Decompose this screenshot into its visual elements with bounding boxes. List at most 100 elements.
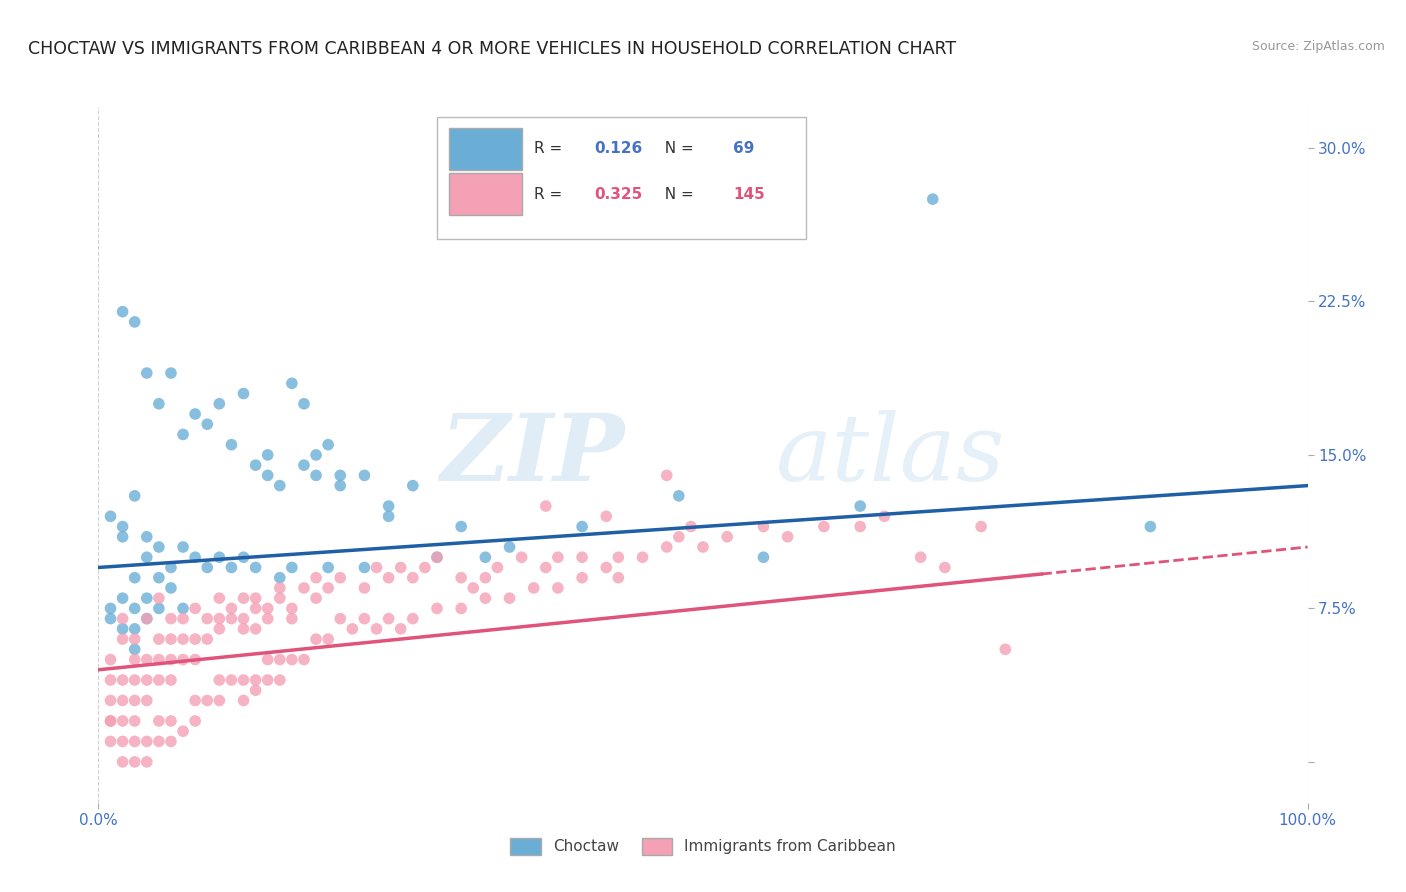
Point <box>124 489 146 503</box>
Point <box>510 550 533 565</box>
Text: 0.126: 0.126 <box>595 141 643 156</box>
Point <box>269 478 291 492</box>
Point <box>668 489 690 503</box>
Point <box>776 530 799 544</box>
Point <box>172 540 194 554</box>
Text: R =: R = <box>534 186 567 202</box>
Point <box>208 673 231 687</box>
Point <box>111 632 134 646</box>
Point <box>184 407 207 421</box>
Point <box>752 519 775 533</box>
Point <box>208 622 231 636</box>
Point <box>135 530 157 544</box>
Point <box>305 448 328 462</box>
Point <box>195 560 218 574</box>
Point <box>148 591 170 606</box>
Point <box>450 601 472 615</box>
Point <box>256 652 278 666</box>
Point <box>281 601 304 615</box>
Point <box>595 509 617 524</box>
Point <box>111 519 134 533</box>
Point <box>135 612 157 626</box>
Point <box>316 581 339 595</box>
Point <box>402 612 425 626</box>
Point <box>172 427 194 442</box>
Point <box>221 612 243 626</box>
Point <box>232 386 254 401</box>
Point <box>281 652 304 666</box>
Point <box>160 560 183 574</box>
Point <box>232 673 254 687</box>
Point <box>329 478 352 492</box>
Point <box>269 581 291 595</box>
Text: ZIP: ZIP <box>440 410 624 500</box>
Point <box>269 652 291 666</box>
Point <box>329 612 352 626</box>
Point <box>256 448 278 462</box>
Point <box>172 612 194 626</box>
Legend: Choctaw, Immigrants from Caribbean: Choctaw, Immigrants from Caribbean <box>503 831 903 862</box>
Point <box>1139 519 1161 533</box>
FancyBboxPatch shape <box>449 173 522 215</box>
Point <box>100 714 122 728</box>
Point <box>281 376 304 391</box>
Point <box>124 714 146 728</box>
Point <box>910 550 932 565</box>
Point <box>245 560 267 574</box>
Point <box>486 560 509 574</box>
Point <box>292 652 315 666</box>
Point <box>160 366 183 380</box>
Point <box>184 601 207 615</box>
Point <box>160 612 183 626</box>
Point <box>160 652 183 666</box>
Point <box>377 509 399 524</box>
Point <box>426 601 449 615</box>
Point <box>124 642 146 657</box>
Point <box>111 591 134 606</box>
Point <box>305 591 328 606</box>
Point <box>752 550 775 565</box>
Point <box>208 397 231 411</box>
Point <box>571 519 593 533</box>
Point <box>195 612 218 626</box>
Point <box>281 612 304 626</box>
Point <box>100 509 122 524</box>
FancyBboxPatch shape <box>449 128 522 169</box>
Point <box>124 315 146 329</box>
Point <box>679 519 702 533</box>
Point <box>148 571 170 585</box>
Point <box>184 652 207 666</box>
Point <box>256 673 278 687</box>
Point <box>402 571 425 585</box>
Point <box>329 468 352 483</box>
Point <box>160 581 183 595</box>
Point <box>426 550 449 565</box>
Point <box>184 693 207 707</box>
Point <box>100 734 122 748</box>
Point <box>148 632 170 646</box>
Point <box>692 540 714 554</box>
Point <box>245 622 267 636</box>
Text: CHOCTAW VS IMMIGRANTS FROM CARIBBEAN 4 OR MORE VEHICLES IN HOUSEHOLD CORRELATION: CHOCTAW VS IMMIGRANTS FROM CARIBBEAN 4 O… <box>28 40 956 58</box>
Text: 0.325: 0.325 <box>595 186 643 202</box>
Point <box>269 571 291 585</box>
Point <box>668 530 690 544</box>
Text: N =: N = <box>655 141 699 156</box>
Point <box>269 673 291 687</box>
Point <box>970 519 993 533</box>
Text: 69: 69 <box>734 141 755 156</box>
Point <box>111 612 134 626</box>
Point <box>389 560 412 574</box>
Point <box>221 601 243 615</box>
Point <box>571 550 593 565</box>
Point <box>353 468 375 483</box>
Point <box>353 560 375 574</box>
Point <box>124 622 146 636</box>
Point <box>402 478 425 492</box>
Point <box>124 673 146 687</box>
Point <box>342 622 364 636</box>
Point <box>160 734 183 748</box>
Point <box>195 693 218 707</box>
Point <box>474 550 496 565</box>
Point <box>450 519 472 533</box>
